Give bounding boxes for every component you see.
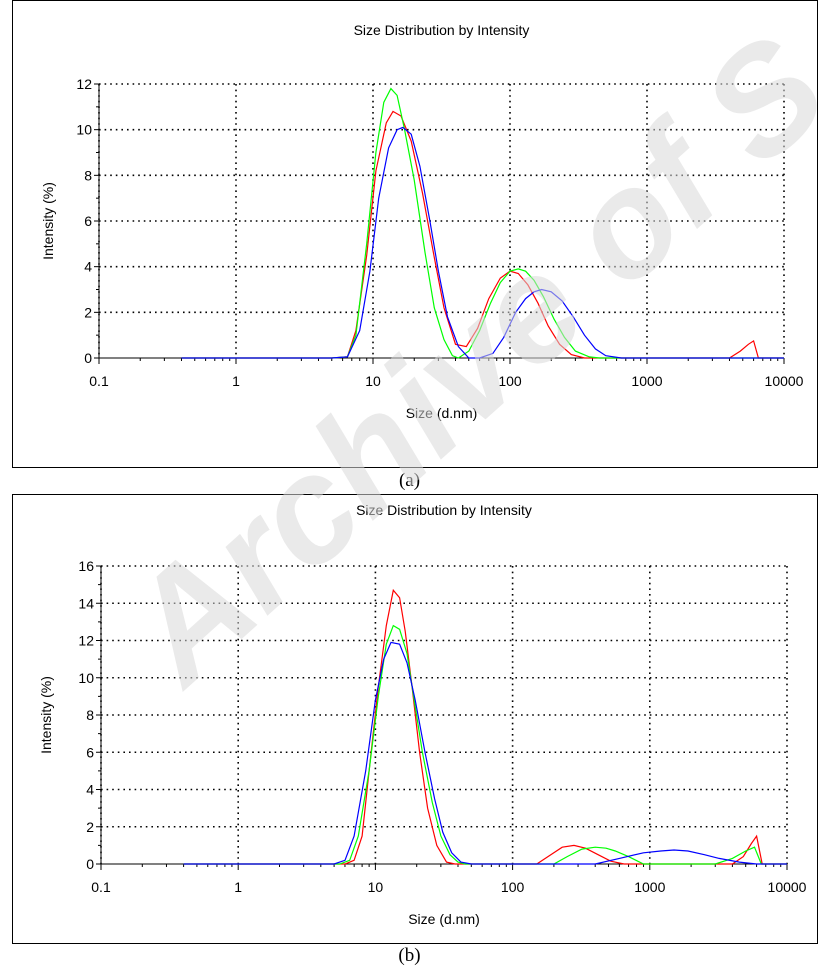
chart-b-series-0-line <box>183 588 787 865</box>
caption-a: (a) <box>398 470 421 491</box>
chart-b-ytick-label-5: 10 <box>78 670 94 686</box>
chart-a-title: Size Distribution by Intensity <box>354 22 530 38</box>
chart-b-ytick-label-4: 8 <box>86 707 94 723</box>
chart-a-xtick-label-2: 10 <box>365 373 381 389</box>
chart-b-title: Size Distribution by Intensity <box>356 502 532 518</box>
chart-b-svg: Size Distribution by Intensity 0 2 4 6 8 10 12 1… <box>38 502 807 927</box>
chart-b-ylabel: Intensity (%) <box>38 676 54 754</box>
chart-a-ytick-label-2: 4 <box>84 259 92 275</box>
chart-a-xtick-label-3: 100 <box>498 373 522 389</box>
chart-b-ytick-label-3: 6 <box>86 744 94 760</box>
chart-a-ytick-label-1: 2 <box>84 304 92 320</box>
chart-a-ytick-label-5: 10 <box>76 122 92 138</box>
chart-b-xtick-label-1: 1 <box>234 879 242 895</box>
chart-b-xtick-label-3: 100 <box>501 879 525 895</box>
chart-b-ytick-label-2: 4 <box>86 782 94 798</box>
chart-b-xlabel: Size (d.nm) <box>408 911 480 927</box>
chart-a-xtick-label-1: 1 <box>232 373 240 389</box>
chart-a-ytick-label-3: 6 <box>84 213 92 229</box>
chart-a-series-0-line <box>181 110 784 359</box>
chart-b-ytick-label-0: 0 <box>86 856 94 872</box>
chart-a-xtick-label-5: 10000 <box>765 373 804 389</box>
chart-b-xtick-label-0: 0.1 <box>91 879 111 895</box>
chart-panel-b: Size Distribution by Intensity 0 2 4 6 8 10 12 1… <box>12 494 818 944</box>
chart-a-xlabel: Size (d.nm) <box>406 405 478 421</box>
chart-b-ytick-label-8: 16 <box>78 558 94 574</box>
caption-b: (b) <box>398 945 421 966</box>
chart-a-series-2-line <box>181 126 784 359</box>
chart-a-ylabel: Intensity (%) <box>40 182 56 260</box>
chart-b-xtick-label-4: 1000 <box>634 879 665 895</box>
chart-a-svg: Size Distribution by Intensity 0 2 4 6 8 10 12 0… <box>40 22 804 421</box>
chart-a-ytick-label-0: 0 <box>84 350 92 366</box>
chart-b-series-1-line <box>183 624 787 865</box>
chart-b-xtick-label-2: 10 <box>368 879 384 895</box>
chart-panel-a: Size Distribution by Intensity 0 2 4 6 8 10 12 0… <box>12 0 818 468</box>
chart-a-xtick-label-0: 0.1 <box>89 373 109 389</box>
chart-a-series-1-line <box>181 87 784 359</box>
chart-b-xtick-label-5: 10000 <box>768 879 807 895</box>
chart-b-series-2-line <box>183 641 787 865</box>
chart-b-ytick-label-1: 2 <box>86 819 94 835</box>
chart-a-ytick-label-4: 8 <box>84 167 92 183</box>
chart-b-ytick-label-7: 14 <box>78 595 94 611</box>
chart-a-xtick-label-4: 1000 <box>631 373 662 389</box>
chart-a-ytick-label-6: 12 <box>76 76 92 92</box>
chart-b-ytick-label-6: 12 <box>78 633 94 649</box>
